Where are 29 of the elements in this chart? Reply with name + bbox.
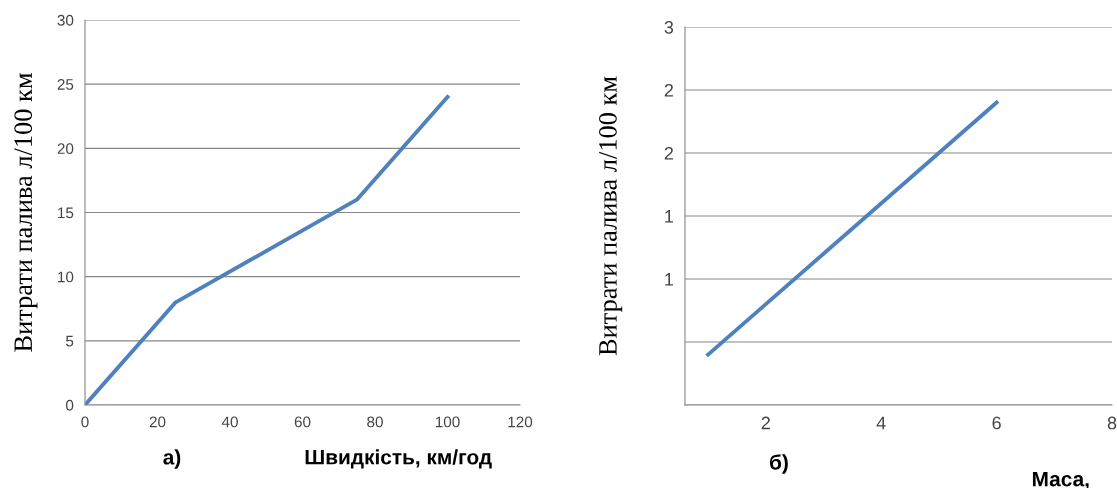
y-tick-label: 15 [58,207,74,219]
x-tick-label: 8 [1107,416,1117,430]
x-axis-title: Швидкість, км/год [305,449,492,469]
x-tick-label: 20 [149,416,166,428]
y-tick-label: 25 [57,79,74,90]
x-tick-label: 6 [992,416,1001,430]
y-tick-label: 30 [57,14,74,26]
text: б) [769,454,788,474]
y-tick-label: 1 [665,273,674,286]
x-tick-label: 60 [294,416,311,428]
y-tick-label: 2 [664,146,673,160]
x-tick-label: 100 [435,416,460,428]
y-tick-label: 1 [665,210,674,223]
line-series [85,95,450,405]
y-axis-title: Витрати палива л/100 км [14,73,38,352]
y-tick-label: 10 [58,271,74,283]
y-tick-label: 20 [57,143,74,155]
x-tick-label: 0 [81,416,89,428]
y-axis-title: Витрати палива л/100 км [599,76,623,356]
y-tick-label: 2 [664,83,673,97]
y-tick-label: 0 [65,399,74,411]
x-tick-label: 40 [221,416,238,428]
y-tick-label: 3 [664,20,674,34]
x-tick-label: 120 [508,416,533,428]
text: а) [163,449,181,469]
x-tick-label: 80 [367,416,383,428]
y-tick-label: 5 [66,335,74,347]
x-tick-label: 2 [761,416,770,430]
x-tick-label: 4 [876,416,886,430]
